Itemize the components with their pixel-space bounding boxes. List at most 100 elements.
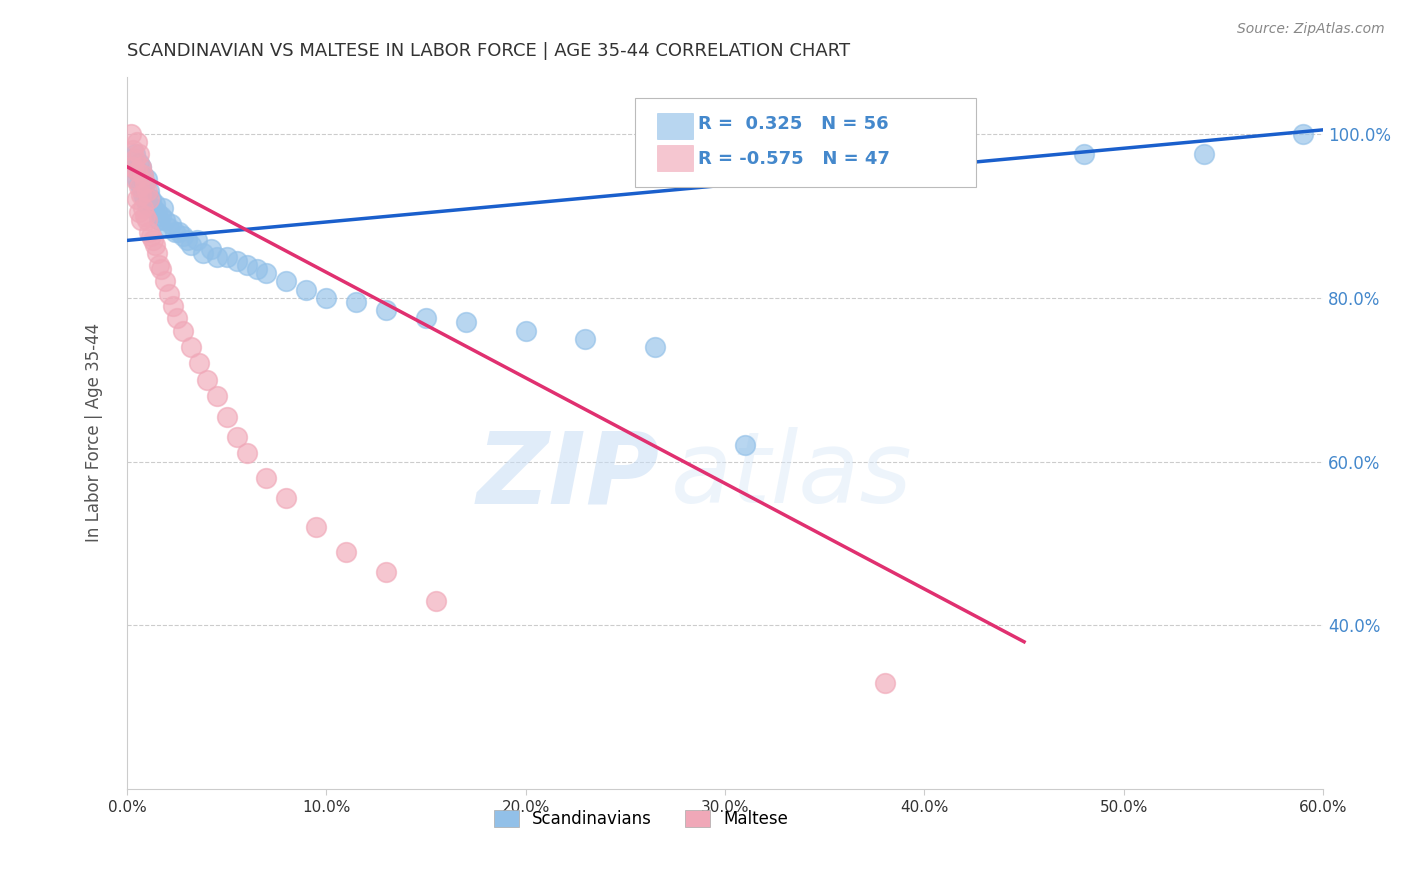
Point (344, 294, 367, 309)
Point (120, 127, 142, 141)
Point (129, 213, 152, 227)
Point (205, 389, 228, 403)
Point (146, 245, 169, 260)
Point (186, 234, 208, 248)
Point (176, 234, 198, 248)
Point (139, 229, 162, 244)
Point (124, 147, 146, 161)
Point (132, 201, 155, 215)
Text: R = -0.575   N = 47: R = -0.575 N = 47 (697, 150, 890, 168)
Text: R =  0.325   N = 56: R = 0.325 N = 56 (697, 115, 889, 133)
Point (1192, 147, 1215, 161)
Point (134, 209, 156, 223)
Point (873, 675, 896, 690)
Point (143, 196, 166, 211)
Point (125, 163, 148, 178)
Point (375, 303, 398, 318)
Point (124, 172, 146, 186)
Point (135, 213, 157, 227)
Point (129, 160, 152, 174)
Point (315, 291, 337, 305)
Point (128, 176, 150, 190)
Point (180, 340, 202, 354)
Point (135, 196, 157, 211)
Point (225, 253, 247, 268)
Point (172, 229, 194, 244)
Point (134, 193, 156, 207)
Point (574, 332, 596, 346)
Point (148, 258, 170, 272)
Point (152, 201, 174, 215)
Point (122, 160, 145, 174)
Point (128, 155, 150, 169)
Point (153, 274, 176, 288)
Y-axis label: In Labor Force | Age 35-44: In Labor Force | Age 35-44 (86, 323, 103, 542)
Point (162, 299, 184, 313)
Point (125, 163, 148, 178)
Point (148, 213, 170, 227)
Point (225, 430, 247, 444)
Point (128, 147, 150, 161)
Point (200, 242, 222, 256)
Point (180, 237, 202, 252)
Point (166, 311, 188, 326)
Text: atlas: atlas (671, 427, 912, 524)
Legend: Scandinavians, Maltese: Scandinavians, Maltese (488, 803, 796, 834)
Point (139, 193, 162, 207)
Point (256, 266, 278, 280)
Text: Source: ZipAtlas.com: Source: ZipAtlas.com (1237, 22, 1385, 37)
Point (187, 356, 209, 370)
Point (120, 152, 142, 166)
Text: ZIP: ZIP (477, 427, 659, 524)
Point (138, 225, 160, 239)
Point (335, 544, 357, 558)
Point (149, 262, 172, 277)
Point (132, 168, 155, 182)
Point (122, 160, 145, 174)
Point (163, 225, 186, 239)
Point (295, 283, 318, 297)
FancyBboxPatch shape (657, 113, 693, 138)
Point (159, 217, 181, 231)
Point (256, 471, 278, 485)
Point (157, 286, 180, 301)
Point (122, 144, 145, 158)
Point (454, 315, 477, 329)
Point (129, 160, 152, 174)
Point (425, 594, 447, 608)
Point (132, 188, 155, 202)
Point (135, 172, 157, 186)
Point (167, 225, 190, 239)
Point (415, 311, 437, 326)
Point (149, 209, 172, 223)
Point (215, 250, 238, 264)
Point (143, 237, 166, 252)
Point (157, 221, 180, 235)
Point (124, 152, 146, 166)
Point (146, 204, 169, 219)
FancyBboxPatch shape (636, 98, 976, 187)
Point (134, 176, 156, 190)
Point (142, 234, 165, 248)
Point (142, 201, 165, 215)
Point (734, 438, 756, 452)
Point (1073, 147, 1095, 161)
Point (276, 274, 298, 288)
Point (515, 324, 537, 338)
Point (191, 245, 214, 260)
Point (215, 409, 238, 424)
Point (276, 491, 298, 506)
Point (1292, 127, 1315, 141)
Point (245, 262, 267, 277)
Text: SCANDINAVIAN VS MALTESE IN LABOR FORCE | AGE 35-44 CORRELATION CHART: SCANDINAVIAN VS MALTESE IN LABOR FORCE |… (127, 42, 851, 60)
Point (205, 250, 228, 264)
Point (134, 176, 156, 190)
Point (138, 184, 160, 198)
Point (235, 258, 257, 272)
Point (128, 180, 150, 194)
Point (834, 152, 856, 166)
Point (953, 152, 976, 166)
Point (125, 172, 148, 186)
Point (129, 188, 152, 202)
Point (125, 193, 148, 207)
